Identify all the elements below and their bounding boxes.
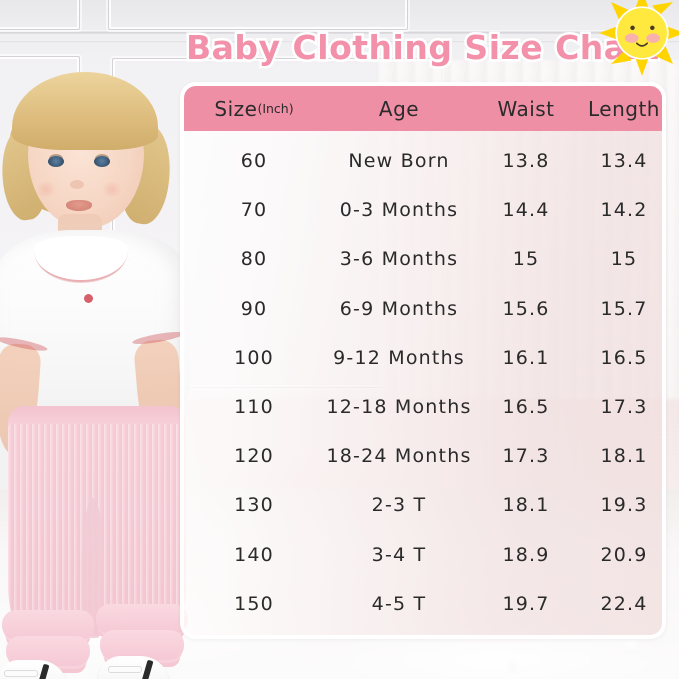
cell-size: 120 <box>234 445 274 468</box>
cell-length: 17.3 <box>600 396 648 418</box>
cell-age: 12-18 Months <box>326 396 472 418</box>
leggings-inseam <box>82 498 104 638</box>
cell-waist: 15.6 <box>502 297 550 320</box>
cell-size: 140 <box>234 543 274 566</box>
cell-age: 2-3 T <box>371 494 427 517</box>
cell-age: 0-3 Months <box>339 199 459 222</box>
leggings-waistband <box>8 406 186 424</box>
wall-panel-left <box>0 0 80 30</box>
toddler-figure <box>0 58 220 679</box>
cell-age: 18-24 Months <box>326 445 472 468</box>
column-header-size-unit: (Inch) <box>257 101 294 116</box>
cell-length: 20.9 <box>600 543 648 566</box>
cell-size: 60 <box>240 150 268 172</box>
nose <box>70 180 84 189</box>
cell-age: 3-6 Months <box>339 248 459 271</box>
table-row: 60 New Born 13.8 13.4 <box>184 138 662 184</box>
wall-panel-center <box>108 0 408 30</box>
cell-size: 130 <box>234 494 274 517</box>
table-row: 140 3-4 T 18.9 20.9 <box>184 532 662 578</box>
cell-waist: 17.3 <box>502 445 550 468</box>
table-row: 130 2-3 T 18.1 19.3 <box>184 482 662 528</box>
cell-waist: 19.7 <box>502 592 550 615</box>
mouth <box>66 200 92 211</box>
cell-length: 18.1 <box>600 445 648 468</box>
cell-length: 15 <box>610 248 638 271</box>
table-row: 80 3-6 Months 15 15 <box>184 236 662 282</box>
cell-waist: 18.9 <box>502 543 550 566</box>
cell-waist: 15 <box>512 248 540 271</box>
table-row: 100 9-12 Months 16.1 16.5 <box>184 335 662 381</box>
cell-length: 19.3 <box>600 494 648 517</box>
cell-waist: 18.1 <box>502 494 550 517</box>
eye-right <box>94 156 110 167</box>
table-row: 110 12-18 Months 16.5 17.3 <box>184 384 662 430</box>
table-row: 150 4-5 T 19.7 22.4 <box>184 581 662 627</box>
cell-age: 6-9 Months <box>339 297 459 320</box>
cell-size: 110 <box>234 396 274 418</box>
cell-size: 150 <box>234 592 274 615</box>
cell-length: 22.4 <box>600 592 648 615</box>
ruffle-right-lower <box>100 630 184 660</box>
cell-waist: 13.8 <box>502 150 550 172</box>
cell-age: New Born <box>348 150 450 172</box>
table-header-row: Size (Inch) Age Waist Length <box>184 86 662 131</box>
cell-length: 16.5 <box>600 346 648 369</box>
sneaker-strap <box>4 670 38 677</box>
collar-button <box>84 294 93 303</box>
cell-age: 9-12 Months <box>333 346 465 369</box>
column-header-size: Size (Inch) <box>184 86 324 131</box>
cell-age: 4-5 T <box>371 592 427 615</box>
cell-size: 90 <box>240 297 268 320</box>
cell-waist: 16.5 <box>502 396 550 418</box>
cell-waist: 14.4 <box>502 199 550 222</box>
wall-molding-top <box>0 30 679 35</box>
cell-length: 15.7 <box>600 297 648 320</box>
column-header-age: Age <box>378 96 420 121</box>
smiling-sun-icon <box>599 0 679 76</box>
sneaker-left <box>0 660 66 679</box>
sneaker-stripe <box>36 663 50 679</box>
ruffle-right-upper <box>96 604 188 634</box>
eye-left <box>48 156 64 167</box>
sneaker-stripe <box>140 659 154 679</box>
cell-size: 70 <box>240 199 268 222</box>
cell-waist: 16.1 <box>502 346 550 369</box>
page-title: Baby Clothing Size Chart <box>184 26 662 70</box>
size-chart-table: Size (Inch) Age Waist Length 60 New Born 13… <box>180 82 666 639</box>
hair-front <box>12 72 158 150</box>
cell-length: 14.2 <box>600 199 648 222</box>
table-row: 70 0-3 Months 14.4 14.2 <box>184 187 662 233</box>
cell-size: 80 <box>240 248 268 271</box>
sneaker-right <box>98 656 168 679</box>
column-header-waist: Waist <box>497 96 555 121</box>
column-header-length: Length <box>588 96 660 121</box>
sneaker-strap <box>108 666 142 673</box>
table-row: 120 18-24 Months 17.3 18.1 <box>184 433 662 479</box>
cell-age: 3-4 T <box>371 543 427 566</box>
cell-size: 100 <box>234 346 274 369</box>
cheek-right <box>100 182 124 197</box>
wall-molding-mid <box>0 40 679 43</box>
cheek-left <box>34 182 58 197</box>
ruffle-left-upper <box>2 610 94 640</box>
table-body-overlay <box>184 86 662 635</box>
cell-length: 13.4 <box>600 150 648 172</box>
column-header-size-label: Size <box>214 96 258 121</box>
table-row: 90 6-9 Months 15.6 15.7 <box>184 286 662 332</box>
